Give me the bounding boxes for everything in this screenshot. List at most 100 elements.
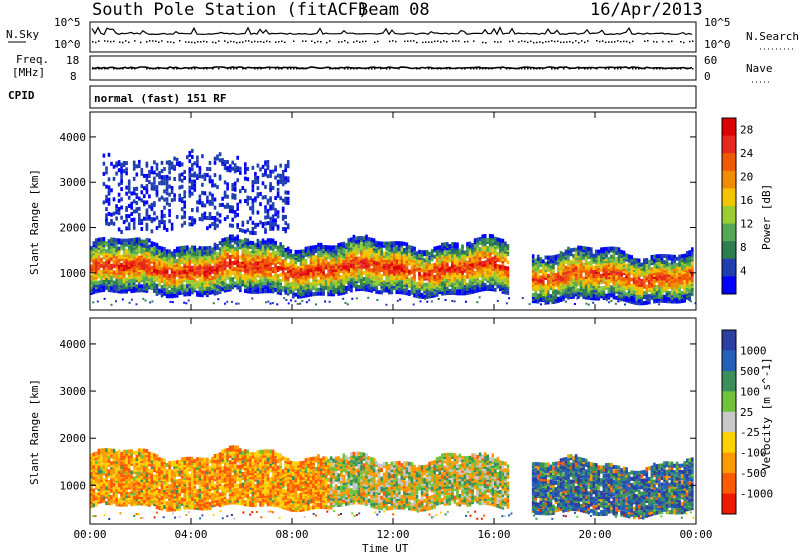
heatmap-cell [256, 255, 260, 260]
heatmap-cell [494, 287, 497, 292]
heatmap-cell [269, 260, 272, 265]
heatmap-cell [327, 261, 330, 266]
heatmap-cell [632, 286, 636, 291]
heatmap-cell [261, 281, 265, 286]
heatmap-cell [115, 246, 118, 251]
heatmap-cell [400, 290, 404, 295]
heatmap-cell [355, 285, 358, 290]
heatmap-cell [191, 259, 194, 264]
heatmap-cell [319, 257, 323, 262]
heatmap-cell [127, 179, 131, 184]
heatmap-cell [138, 206, 141, 211]
heatmap-cell [355, 266, 358, 271]
heatmap-cell [668, 299, 671, 304]
heatmap-cell [314, 263, 318, 268]
freq-left-tick-low: 8 [70, 70, 77, 83]
heatmap-cell [244, 240, 247, 245]
noise-search-point [623, 40, 625, 43]
heatmap-cell [612, 289, 616, 294]
heatmap-cell [218, 275, 222, 280]
heatmap-cell [483, 260, 487, 265]
noise-search-point [578, 41, 580, 44]
heatmap-cell [428, 266, 431, 270]
heatmap-cell [130, 289, 133, 294]
heatmap-cell [607, 258, 611, 263]
heatmap-cell [127, 264, 131, 269]
heatmap-cell [117, 262, 121, 267]
heatmap-cell [428, 282, 431, 287]
heatmap-cell [393, 257, 396, 262]
heatmap-cell [610, 248, 613, 253]
heatmap-cell [125, 279, 128, 284]
nave-point [608, 68, 610, 70]
heatmap-cell [297, 254, 300, 258]
heatmap-cell [122, 287, 126, 292]
heatmap-cell [180, 245, 184, 250]
heatmap-cell [322, 271, 325, 276]
noise-search-point [158, 41, 160, 43]
heatmap-cell [357, 274, 361, 279]
heatmap-cell [372, 252, 376, 257]
heatmap-cell [420, 280, 424, 285]
heatmap-cell [549, 286, 553, 291]
heatmap-cell [632, 274, 636, 279]
heatmap-cell [350, 274, 353, 279]
heatmap-cell [196, 262, 199, 267]
heatmap-cell [612, 254, 616, 259]
heatmap-cell [602, 277, 606, 282]
heatmap-cell [342, 252, 346, 256]
heatmap-cell [592, 294, 596, 299]
heatmap-cell [612, 291, 616, 296]
heatmap-cell [433, 291, 436, 296]
heatmap-cell [438, 259, 441, 264]
heatmap-cell [239, 288, 242, 293]
heatmap-cell [178, 285, 181, 289]
heatmap-cell [670, 277, 674, 282]
heatmap-cell [663, 286, 666, 291]
heatmap-cell [223, 272, 227, 277]
heatmap-cell [302, 286, 305, 290]
heatmap-cell [350, 268, 353, 272]
noise-search-point [482, 41, 484, 44]
nave-point [329, 68, 331, 70]
heatmap-cell [143, 216, 146, 221]
heatmap-cell [496, 284, 500, 289]
heatmap-cell [602, 285, 606, 290]
heatmap-cell [173, 253, 176, 258]
heatmap-cell [127, 258, 131, 263]
heatmap-cell [471, 251, 474, 256]
heatmap-cell [158, 266, 161, 271]
heatmap-cell [637, 299, 641, 304]
heatmap-cell [264, 264, 267, 269]
heatmap-cell [610, 258, 613, 263]
heatmap-cell [668, 266, 671, 271]
heatmap-cell [650, 267, 654, 272]
heatmap-cell [302, 275, 305, 280]
heatmap-cell [125, 269, 128, 274]
heatmap-cell [127, 250, 131, 255]
heatmap-cell [138, 284, 141, 289]
heatmap-cell [168, 282, 171, 287]
heatmap-cell [675, 289, 679, 294]
heatmap-cell [105, 261, 108, 266]
heatmap-cell [158, 282, 161, 287]
heatmap-cell [322, 285, 325, 290]
heatmap-cell [302, 269, 305, 274]
heatmap-cell [491, 244, 495, 249]
nave-point [212, 68, 214, 70]
heatmap-cell [254, 243, 257, 247]
heatmap-cell [430, 253, 434, 258]
nave-point [656, 68, 658, 70]
heatmap-cell [112, 197, 116, 202]
heatmap-cell [236, 275, 239, 280]
heatmap-cell [377, 251, 381, 256]
heatmap-cell [347, 268, 351, 273]
heatmap-cell [241, 268, 245, 273]
heatmap-cell [685, 251, 689, 255]
heatmap-cell [456, 279, 459, 284]
heatmap-cell [615, 279, 618, 284]
heatmap-cell [112, 176, 116, 181]
heatmap-cell [360, 246, 363, 251]
heatmap-cell [299, 292, 303, 297]
heatmap-cell [100, 257, 103, 262]
